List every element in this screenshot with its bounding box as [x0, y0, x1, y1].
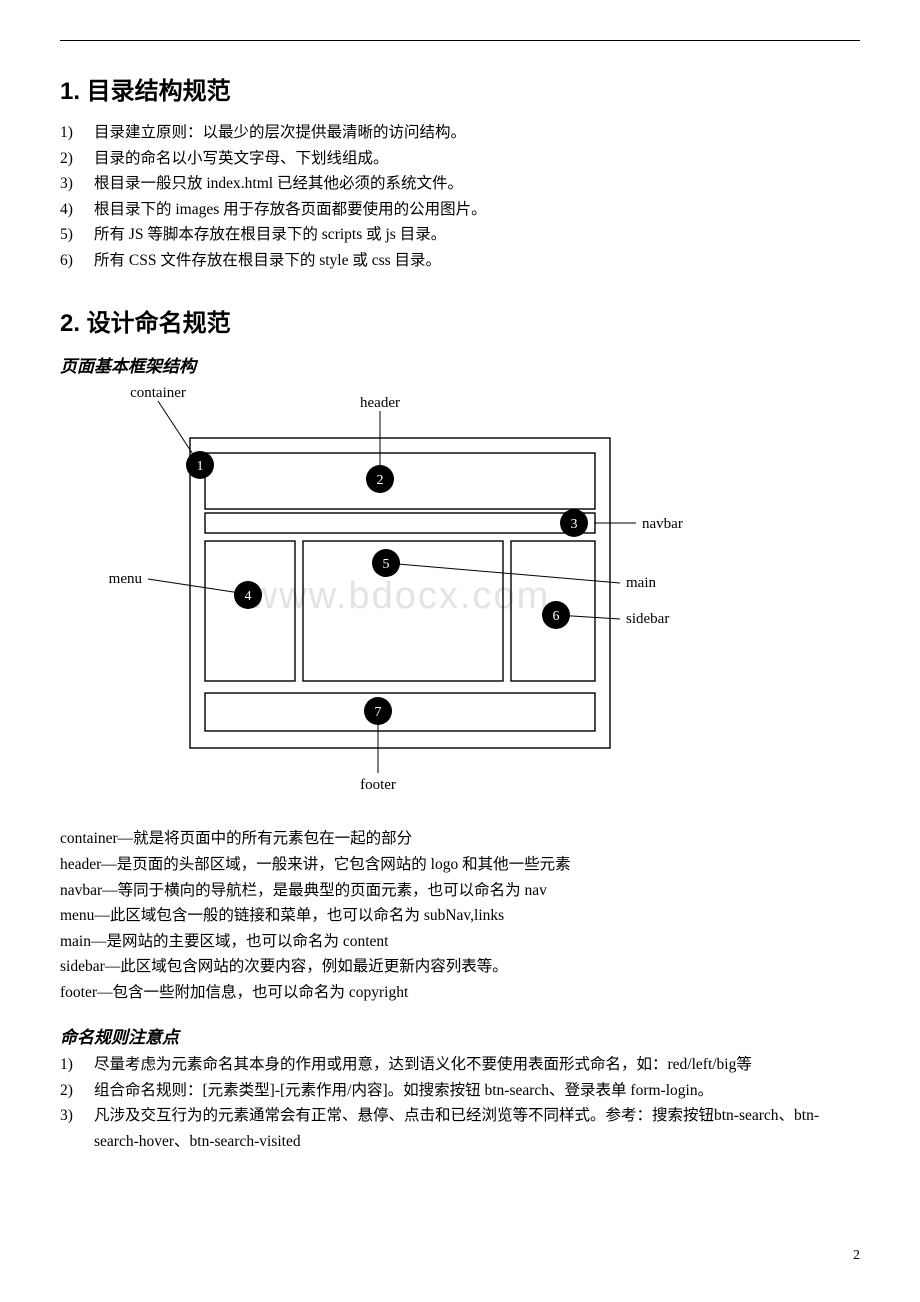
svg-text:sidebar: sidebar	[626, 611, 669, 627]
layout-description-block: container—就是将页面中的所有元素包在一起的部分header—是页面的头…	[60, 826, 860, 1005]
list-marker: 1)	[60, 1052, 94, 1078]
list-marker: 3)	[60, 171, 94, 197]
description-line: header—是页面的头部区域，一般来讲，它包含网站的 logo 和其他一些元素	[60, 852, 860, 878]
section-2-heading: 2. 设计命名规范	[60, 303, 860, 338]
list-marker: 6)	[60, 248, 94, 274]
list-marker: 2)	[60, 1078, 94, 1104]
list-text: 所有 CSS 文件存放在根目录下的 style 或 css 目录。	[94, 248, 860, 274]
subsection-naming-rules-title: 命名规则注意点	[60, 1023, 860, 1048]
top-horizontal-rule	[60, 40, 860, 41]
naming-rules-list: 1)尽量考虑为元素命名其本身的作用或用意，达到语义化不要使用表面形式命名，如：r…	[60, 1052, 860, 1154]
svg-text:3: 3	[571, 517, 578, 532]
list-text: 根目录下的 images 用于存放各页面都要使用的公用图片。	[94, 197, 860, 223]
svg-text:1: 1	[197, 459, 204, 474]
svg-text:footer: footer	[360, 777, 396, 793]
svg-text:7: 7	[375, 705, 382, 720]
section-1-list: 1)目录建立原则：以最少的层次提供最清晰的访问结构。2)目录的命名以小写英文字母…	[60, 120, 860, 273]
list-text: 组合命名规则：[元素类型]-[元素作用/内容]。如搜索按钮 btn-search…	[94, 1078, 860, 1104]
page-number: 2	[853, 1248, 860, 1264]
svg-text:2: 2	[377, 473, 384, 488]
list-marker: 5)	[60, 222, 94, 248]
svg-text:main: main	[626, 575, 656, 591]
list-item: 3)凡涉及交互行为的元素通常会有正常、悬停、点击和已经浏览等不同样式。参考：搜索…	[60, 1103, 860, 1154]
list-marker: 2)	[60, 146, 94, 172]
svg-text:container: container	[130, 385, 186, 401]
list-item: 1)目录建立原则：以最少的层次提供最清晰的访问结构。	[60, 120, 860, 146]
list-marker: 4)	[60, 197, 94, 223]
list-text: 凡涉及交互行为的元素通常会有正常、悬停、点击和已经浏览等不同样式。参考：搜索按钮…	[94, 1103, 860, 1154]
layout-diagram: www.bdocx.com container header navbar menu ma…	[60, 383, 860, 808]
list-text: 目录建立原则：以最少的层次提供最清晰的访问结构。	[94, 120, 860, 146]
svg-text:www.bdocx.com: www.bdocx.com	[249, 575, 551, 617]
subsection-frame-title: 页面基本框架结构	[60, 352, 860, 377]
list-item: 5)所有 JS 等脚本存放在根目录下的 scripts 或 js 目录。	[60, 222, 860, 248]
svg-text:6: 6	[553, 609, 560, 624]
description-line: container—就是将页面中的所有元素包在一起的部分	[60, 826, 860, 852]
list-marker: 3)	[60, 1103, 94, 1154]
description-line: footer—包含一些附加信息，也可以命名为 copyright	[60, 980, 860, 1006]
svg-text:navbar: navbar	[642, 516, 683, 532]
description-line: main—是网站的主要区域，也可以命名为 content	[60, 929, 860, 955]
section-1-heading: 1. 目录结构规范	[60, 71, 860, 106]
description-line: menu—此区域包含一般的链接和菜单，也可以命名为 subNav,links	[60, 903, 860, 929]
layout-svg: www.bdocx.com container header navbar menu ma…	[60, 383, 820, 803]
list-item: 3)根目录一般只放 index.html 已经其他必须的系统文件。	[60, 171, 860, 197]
svg-text:header: header	[360, 395, 400, 411]
list-item: 4)根目录下的 images 用于存放各页面都要使用的公用图片。	[60, 197, 860, 223]
description-line: navbar—等同于横向的导航栏，是最典型的页面元素，也可以命名为 nav	[60, 878, 860, 904]
list-text: 目录的命名以小写英文字母、下划线组成。	[94, 146, 860, 172]
list-text: 根目录一般只放 index.html 已经其他必须的系统文件。	[94, 171, 860, 197]
svg-text:menu: menu	[109, 571, 143, 587]
list-item: 1)尽量考虑为元素命名其本身的作用或用意，达到语义化不要使用表面形式命名，如：r…	[60, 1052, 860, 1078]
document-page: 1. 目录结构规范 1)目录建立原则：以最少的层次提供最清晰的访问结构。2)目录…	[0, 0, 920, 1302]
svg-text:4: 4	[245, 589, 252, 604]
description-line: sidebar—此区域包含网站的次要内容，例如最近更新内容列表等。	[60, 954, 860, 980]
list-item: 2)目录的命名以小写英文字母、下划线组成。	[60, 146, 860, 172]
list-item: 2)组合命名规则：[元素类型]-[元素作用/内容]。如搜索按钮 btn-sear…	[60, 1078, 860, 1104]
list-marker: 1)	[60, 120, 94, 146]
list-item: 6)所有 CSS 文件存放在根目录下的 style 或 css 目录。	[60, 248, 860, 274]
list-text: 尽量考虑为元素命名其本身的作用或用意，达到语义化不要使用表面形式命名，如：red…	[94, 1052, 860, 1078]
list-text: 所有 JS 等脚本存放在根目录下的 scripts 或 js 目录。	[94, 222, 860, 248]
svg-text:5: 5	[383, 557, 390, 572]
